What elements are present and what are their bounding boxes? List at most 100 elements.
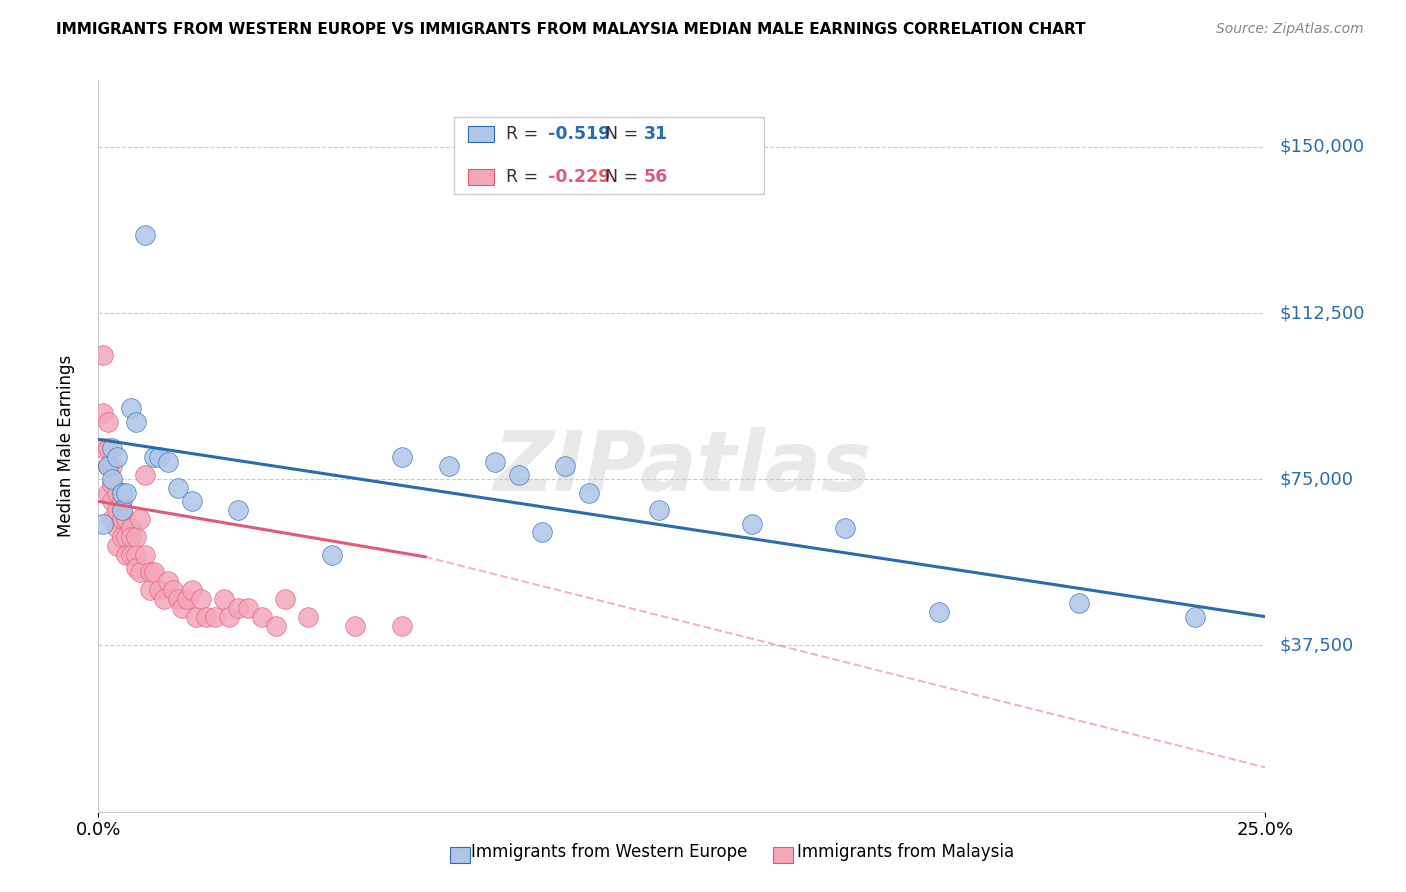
Point <box>190 591 212 606</box>
Point <box>125 548 148 562</box>
Point <box>647 503 669 517</box>
Point <box>105 503 128 517</box>
Point <box>1184 609 1206 624</box>
Point <box>134 548 156 562</box>
Point <box>391 450 413 464</box>
Point <box>111 494 134 508</box>
Point <box>530 525 553 540</box>
Point <box>152 591 174 606</box>
Point <box>97 458 120 473</box>
FancyBboxPatch shape <box>454 117 763 194</box>
Text: Immigrants from Western Europe: Immigrants from Western Europe <box>471 843 748 861</box>
Point <box>148 583 170 598</box>
Point <box>236 600 259 615</box>
Point <box>125 561 148 575</box>
Point <box>115 548 138 562</box>
Y-axis label: Median Male Earnings: Median Male Earnings <box>56 355 75 537</box>
Point <box>578 485 600 500</box>
Bar <box>468 169 494 185</box>
Point <box>297 609 319 624</box>
Point <box>101 494 124 508</box>
Text: 31: 31 <box>644 125 668 143</box>
Point <box>101 476 124 491</box>
Point <box>115 512 138 526</box>
Point <box>928 605 950 619</box>
Point <box>157 574 180 589</box>
Point <box>129 566 152 580</box>
Point <box>91 406 114 420</box>
Point <box>125 415 148 429</box>
Point <box>148 450 170 464</box>
Point <box>97 485 120 500</box>
Text: $75,000: $75,000 <box>1279 470 1354 488</box>
Point <box>180 583 202 598</box>
Point <box>101 441 124 455</box>
Text: Immigrants from Malaysia: Immigrants from Malaysia <box>797 843 1014 861</box>
Point <box>274 591 297 606</box>
Point <box>834 521 856 535</box>
Point <box>180 494 202 508</box>
Point <box>162 583 184 598</box>
Point <box>120 401 142 416</box>
Point <box>115 530 138 544</box>
Text: -0.229: -0.229 <box>548 168 610 186</box>
Text: $112,500: $112,500 <box>1279 304 1365 322</box>
Point <box>228 600 250 615</box>
Point <box>166 591 188 606</box>
Point <box>101 512 124 526</box>
Point <box>250 609 273 624</box>
Point <box>344 618 367 632</box>
Point <box>139 566 162 580</box>
Point <box>228 503 250 517</box>
Point <box>101 472 124 486</box>
Point <box>129 512 152 526</box>
Point <box>157 454 180 468</box>
Point <box>321 548 343 562</box>
Point <box>391 618 413 632</box>
Text: $37,500: $37,500 <box>1279 637 1354 655</box>
Point <box>134 467 156 482</box>
Text: ZIPatlas: ZIPatlas <box>494 427 870 508</box>
Text: R =: R = <box>506 168 544 186</box>
Point <box>111 503 134 517</box>
Point <box>105 521 128 535</box>
Point <box>97 441 120 455</box>
Text: $150,000: $150,000 <box>1279 137 1364 156</box>
Point <box>101 458 124 473</box>
Text: N =: N = <box>605 168 644 186</box>
Point <box>139 583 162 598</box>
Point <box>166 481 188 495</box>
Point <box>97 458 120 473</box>
Text: N =: N = <box>605 125 644 143</box>
Point <box>437 458 460 473</box>
Point <box>97 415 120 429</box>
Point <box>1067 596 1090 610</box>
Text: R =: R = <box>506 125 544 143</box>
Point <box>134 228 156 243</box>
Point <box>264 618 287 632</box>
Text: IMMIGRANTS FROM WESTERN EUROPE VS IMMIGRANTS FROM MALAYSIA MEDIAN MALE EARNINGS : IMMIGRANTS FROM WESTERN EUROPE VS IMMIGR… <box>56 22 1085 37</box>
Point <box>143 566 166 580</box>
Point <box>105 539 128 553</box>
Point <box>91 348 114 362</box>
Point <box>105 450 128 464</box>
Text: -0.519: -0.519 <box>548 125 610 143</box>
Point <box>194 609 217 624</box>
Point <box>125 530 148 544</box>
Point <box>111 485 134 500</box>
Point <box>120 548 142 562</box>
Point <box>554 458 576 473</box>
Point <box>172 600 194 615</box>
Point <box>204 609 226 624</box>
Point <box>214 591 236 606</box>
Point <box>111 530 134 544</box>
Point <box>115 485 138 500</box>
Point <box>484 454 506 468</box>
Point <box>143 450 166 464</box>
Bar <box>468 126 494 142</box>
Point <box>120 530 142 544</box>
Text: 56: 56 <box>644 168 668 186</box>
Point <box>105 485 128 500</box>
Point <box>91 516 114 531</box>
Point <box>120 521 142 535</box>
